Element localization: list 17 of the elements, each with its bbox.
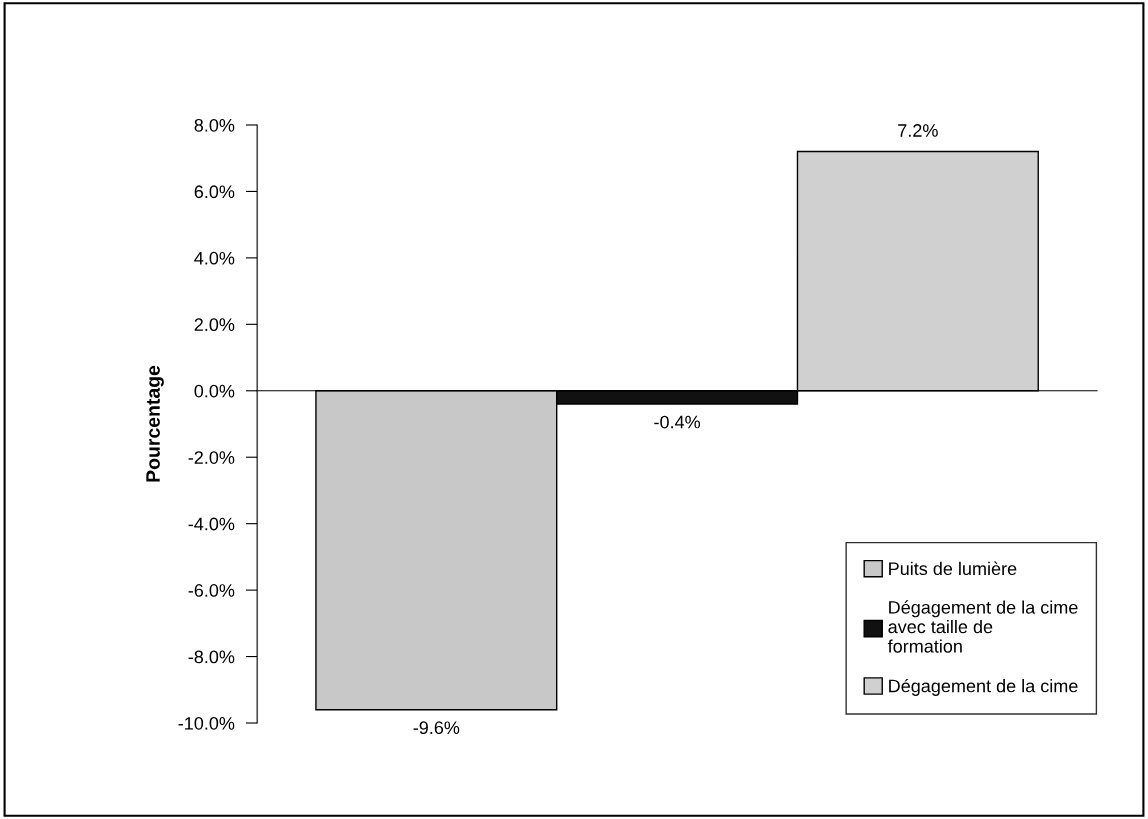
y-tick-label: -8.0%: [188, 650, 235, 664]
legend-label: Dégagement de la cime avec taille de formation: [887, 600, 1078, 653]
legend-label: Dégagement de la cime: [889, 678, 1078, 696]
data-label: -0.4%: [654, 415, 701, 429]
y-axis-title: Pourcentage: [146, 365, 164, 482]
y-tick-label: 8.0%: [194, 118, 235, 132]
y-tick-label: -2.0%: [188, 451, 235, 464]
y-tick-label: 6.0%: [194, 185, 235, 199]
data-label: -9.6%: [413, 721, 460, 735]
y-tick-label: -4.0%: [188, 517, 235, 531]
legend-label: Puits de lumière: [889, 561, 1017, 576]
data-label: 7.2%: [898, 124, 938, 137]
y-tick-label: 2.0%: [194, 318, 235, 332]
y-tick-label: -10.0%: [178, 716, 235, 730]
y-tick-label: 4.0%: [194, 251, 235, 265]
y-tick-label: -6.0%: [188, 584, 235, 597]
y-tick-label: 0.0%: [194, 384, 235, 398]
